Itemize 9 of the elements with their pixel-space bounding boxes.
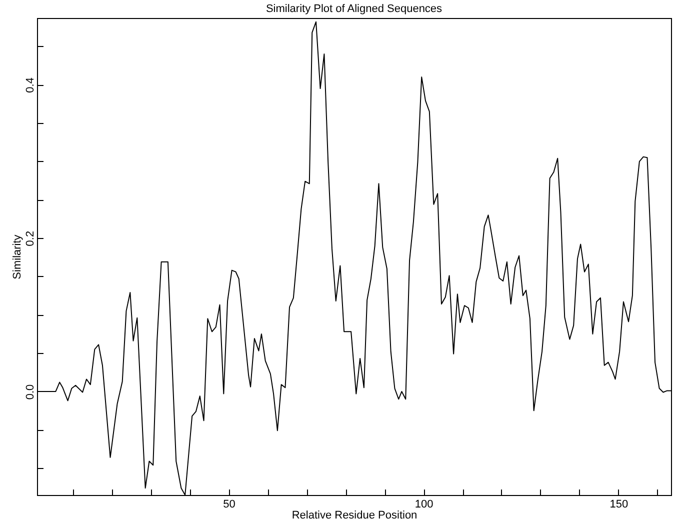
chart-title: Similarity Plot of Aligned Sequences bbox=[266, 3, 443, 15]
x-axis-title: Relative Residue Position bbox=[292, 510, 418, 521]
x-tick-label: 50 bbox=[223, 498, 236, 510]
y-axis-title: Similarity bbox=[12, 234, 24, 280]
x-tick-label: 100 bbox=[414, 498, 434, 510]
y-tick-label: 0.2 bbox=[24, 230, 36, 246]
x-tick-label: 150 bbox=[610, 498, 628, 510]
y-tick-label: 0.4 bbox=[24, 78, 36, 93]
y-tick-label: 0.0 bbox=[24, 384, 36, 400]
